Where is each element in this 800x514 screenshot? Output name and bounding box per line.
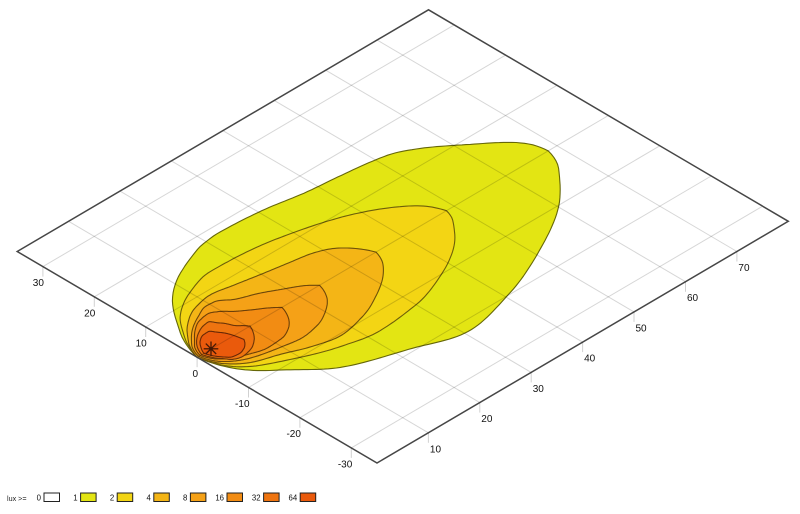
svg-text:70: 70 (738, 263, 750, 274)
svg-text:-30: -30 (338, 459, 353, 470)
svg-text:-10: -10 (235, 399, 250, 410)
svg-text:10: 10 (136, 339, 148, 350)
svg-text:8: 8 (183, 494, 187, 503)
svg-text:10: 10 (430, 444, 442, 455)
svg-text:30: 30 (533, 384, 545, 395)
svg-text:0: 0 (193, 369, 199, 380)
svg-text:1: 1 (73, 494, 77, 503)
svg-text:20: 20 (481, 414, 493, 425)
svg-text:40: 40 (584, 354, 596, 365)
svg-text:20: 20 (84, 308, 96, 319)
svg-text:50: 50 (636, 323, 648, 334)
svg-text:0: 0 (37, 494, 42, 503)
svg-text:32: 32 (252, 494, 261, 503)
svg-text:-20: -20 (286, 429, 301, 440)
svg-text:60: 60 (687, 293, 699, 304)
svg-text:2: 2 (110, 494, 114, 503)
svg-text:30: 30 (33, 278, 45, 289)
svg-text:16: 16 (215, 494, 224, 503)
svg-text:4: 4 (146, 494, 151, 503)
svg-text:lux >=: lux >= (7, 494, 27, 503)
svg-text:64: 64 (289, 494, 298, 503)
